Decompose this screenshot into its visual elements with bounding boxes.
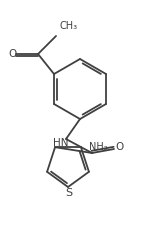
Text: CH₃: CH₃ <box>59 21 77 31</box>
Text: S: S <box>65 188 73 198</box>
Text: O: O <box>8 49 16 59</box>
Text: HN: HN <box>53 138 69 148</box>
Text: O: O <box>115 142 123 152</box>
Text: NH₂: NH₂ <box>89 142 108 152</box>
